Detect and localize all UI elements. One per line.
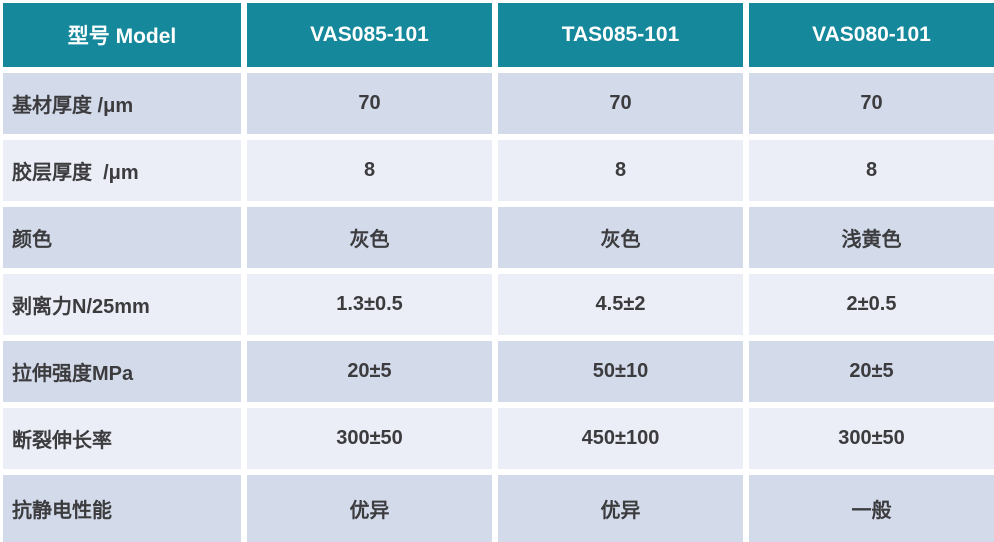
cell-substrate-thickness-tas085: 70 [498, 73, 743, 134]
cell-antistatic-vas080: 一般 [749, 475, 994, 542]
header-cell-vas085-101: VAS085-101 [247, 3, 492, 67]
cell-elongation-tas085: 450±100 [498, 408, 743, 469]
header-cell-model-label: 型号 Model [3, 3, 241, 67]
cell-color-vas080: 浅黄色 [749, 207, 994, 268]
header-cell-vas080-101: VAS080-101 [749, 3, 994, 67]
row-label-antistatic: 抗静电性能 [3, 475, 241, 542]
row-label-adhesive-thickness: 胶层厚度 /μm [3, 140, 241, 201]
cell-color-tas085: 灰色 [498, 207, 743, 268]
cell-substrate-thickness-vas085: 70 [247, 73, 492, 134]
cell-adhesive-thickness-tas085: 8 [498, 140, 743, 201]
cell-peel-force-vas085: 1.3±0.5 [247, 274, 492, 335]
cell-color-vas085: 灰色 [247, 207, 492, 268]
row-label-color: 颜色 [3, 207, 241, 268]
cell-peel-force-tas085: 4.5±2 [498, 274, 743, 335]
cell-tensile-strength-vas085: 20±5 [247, 341, 492, 402]
cell-antistatic-tas085: 优异 [498, 475, 743, 542]
row-label-tensile-strength: 拉伸强度MPa [3, 341, 241, 402]
cell-elongation-vas085: 300±50 [247, 408, 492, 469]
row-label-peel-force: 剥离力N/25mm [3, 274, 241, 335]
cell-tensile-strength-tas085: 50±10 [498, 341, 743, 402]
cell-substrate-thickness-vas080: 70 [749, 73, 994, 134]
cell-antistatic-vas085: 优异 [247, 475, 492, 542]
cell-elongation-vas080: 300±50 [749, 408, 994, 469]
cell-adhesive-thickness-vas085: 8 [247, 140, 492, 201]
row-label-elongation: 断裂伸长率 [3, 408, 241, 469]
cell-adhesive-thickness-vas080: 8 [749, 140, 994, 201]
cell-peel-force-vas080: 2±0.5 [749, 274, 994, 335]
cell-tensile-strength-vas080: 20±5 [749, 341, 994, 402]
header-cell-tas085-101: TAS085-101 [498, 3, 743, 67]
row-label-substrate-thickness: 基材厚度 /μm [3, 73, 241, 134]
